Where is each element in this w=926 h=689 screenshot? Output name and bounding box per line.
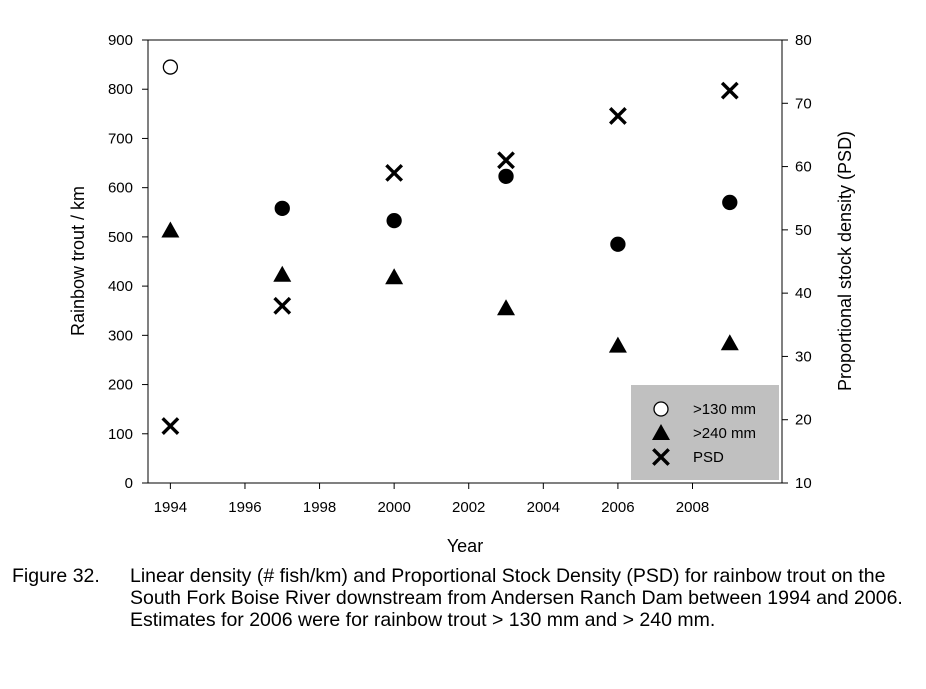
gt130-point-2009 [722,194,738,211]
y-right-tick-label: 10 [795,475,812,492]
y-left-tick-label: 900 [108,32,133,49]
legend-label-gt240: >240 mm [693,425,756,442]
x-tick-label: 1994 [154,499,187,516]
psd-point-2006 [609,107,627,125]
y-left-tick-label: 400 [108,278,133,295]
legend-marker-gt130 [653,401,669,417]
psd-point-2000 [385,163,404,182]
y-right-tick-label: 60 [795,159,812,176]
x-tick-label: 2000 [377,499,410,516]
x-tick-label: 1996 [228,499,261,516]
x-axis-title: Year [447,536,483,556]
x-tick-label: 1998 [303,499,336,516]
legend-label-psd: PSD [693,449,724,466]
figure-caption: Figure 32. Linear density (# fish/km) an… [12,565,922,631]
y-left-tick-label: 100 [108,426,133,443]
y-right-tick-label: 80 [795,32,812,49]
legend-marker-psd [652,448,670,466]
x-tick-label: 2006 [601,499,634,516]
psd-point-1994 [161,417,180,435]
gt240-point-1997 [273,265,292,282]
y-right-tick-label: 70 [795,95,812,112]
y-right-tick-label: 50 [795,222,812,239]
chart: 1994 1996 1998 2000 2002 2004 2006 200801002003… [68,32,855,556]
plot-frame [147,39,783,484]
x-tick-label: 2008 [676,499,709,516]
plot-border [147,39,783,484]
gt130-point-2000 [386,212,402,229]
axis-ticks: 1994 1996 1998 2000 2002 2004 2006 200801002003… [108,32,812,516]
gt240-point-2006 [608,336,627,353]
gt130-point-2003 [498,168,514,184]
y-left-tick-label: 200 [108,377,133,394]
gt240-point-2000 [385,268,404,285]
y-axis-left-title: Rainbow trout / km [68,186,88,336]
gt240-point-2009 [720,334,739,351]
caption-text: Linear density (# fish/km) and Proportio… [130,565,903,631]
gt240-point-1994 [161,221,180,238]
legend-label-gt130: >130 mm [693,401,756,418]
caption-label: Figure 32. [12,565,100,587]
y-axis-right-title: Proportional stock density (PSD) [835,131,855,391]
y-left-tick-label: 500 [108,229,133,246]
x-tick-label: 2002 [452,499,485,516]
y-left-tick-label: 0 [125,475,133,492]
y-left-tick-label: 700 [108,130,133,147]
psd-point-2009 [720,81,739,100]
y-left-tick-label: 300 [108,327,133,344]
y-right-tick-label: 30 [795,348,812,365]
gt130-point-2006 [610,236,626,252]
gt130-point-1994 [162,59,179,75]
y-right-tick-label: 20 [795,412,812,429]
x-tick-label: 2004 [527,499,560,516]
legend: >130 mm >240 mm PSD [631,385,779,480]
psd-point-2003 [497,151,515,170]
y-left-tick-label: 800 [108,81,133,98]
legend-marker-gt240 [652,424,670,440]
gt240-point-2003 [497,299,516,316]
gt130-point-1997 [274,200,290,216]
y-left-tick-label: 600 [108,180,133,197]
psd-point-1997 [273,296,292,315]
y-right-tick-label: 40 [795,285,812,302]
data-marks [161,59,739,435]
